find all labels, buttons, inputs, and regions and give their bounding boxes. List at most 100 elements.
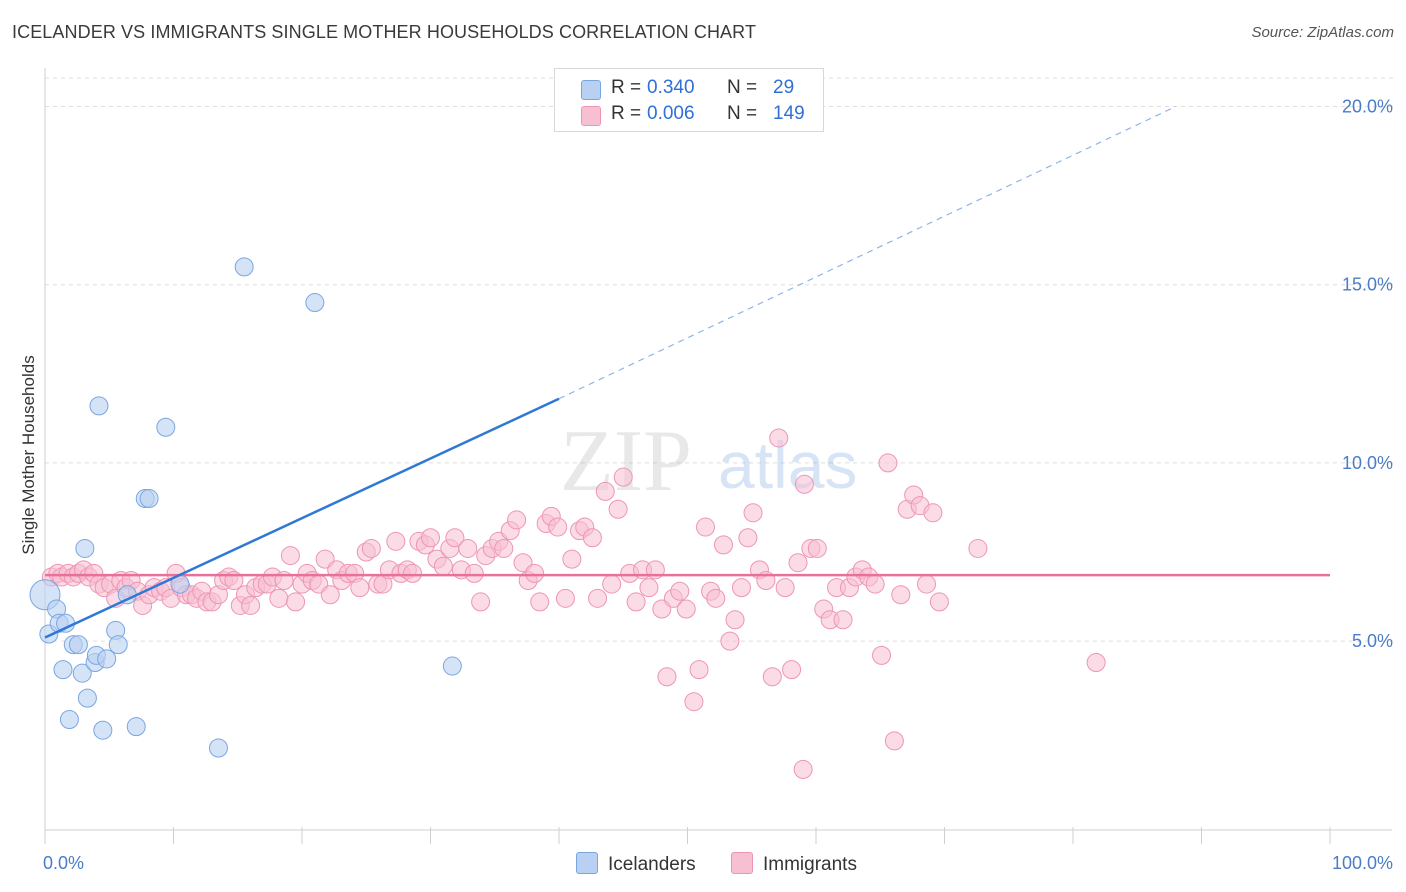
immigrant-point: [602, 574, 622, 594]
immigrant-point: [713, 535, 733, 555]
immigrant-point: [582, 528, 602, 548]
immigrant-point: [350, 578, 370, 598]
y-tick-label: 15.0%: [1342, 275, 1393, 295]
immigrant-point: [684, 692, 704, 712]
immigrant-point: [403, 563, 423, 583]
immigrant-point: [639, 578, 659, 598]
immigrant-point: [320, 585, 340, 605]
n-label: N =: [727, 77, 758, 98]
x-tick-label: 0.0%: [43, 853, 84, 873]
immigrant-point: [884, 731, 904, 751]
immigrant-point: [788, 553, 808, 573]
icelander-point: [89, 396, 109, 416]
legend-label-icelanders: Icelanders: [608, 854, 696, 875]
icelander-point: [77, 688, 97, 708]
immigrant-swatch: [731, 852, 753, 874]
immigrant-point: [613, 467, 633, 487]
icelander-swatch: [581, 80, 601, 100]
immigrant-point: [782, 660, 802, 680]
immigrant-point: [280, 546, 300, 566]
n-label: N =: [727, 103, 758, 124]
correlation-legend: R = 0.340 N = 29 R = 0.006 N = 149: [554, 68, 824, 132]
immigrant-point: [241, 595, 261, 615]
icelander-point: [93, 720, 113, 740]
immigrant-point: [562, 549, 582, 569]
y-tick-label: 20.0%: [1342, 97, 1393, 117]
icelander-point: [156, 417, 176, 437]
immigrant-point: [793, 759, 813, 779]
axis-ticks: 5.0% 10.0% 15.0% 20.0% 0.0% 100.0%: [43, 97, 1393, 873]
immigrant-point: [386, 531, 406, 551]
immigrant-point: [923, 503, 943, 523]
r-value: 0.006: [647, 103, 695, 124]
immigrant-point: [595, 481, 615, 501]
immigrant-point: [445, 528, 465, 548]
immigrant-point: [720, 631, 740, 651]
immigrant-point: [555, 588, 575, 608]
icelander-point: [59, 710, 79, 730]
immigrant-point: [608, 499, 628, 519]
icelander-trend-line: [44, 397, 560, 639]
legend-label-immigrants: Immigrants: [763, 854, 857, 875]
immigrant-point: [865, 574, 885, 594]
y-tick-label: 10.0%: [1342, 453, 1393, 473]
immigrant-point: [361, 538, 381, 558]
icelander-points: [29, 257, 462, 758]
n-value: 149: [773, 103, 805, 124]
x-tick-label: 100.0%: [1332, 853, 1393, 873]
icelander-point: [139, 489, 159, 509]
icelander-trend-extension: [558, 105, 1177, 400]
gridlines: [45, 77, 1395, 642]
immigrant-point: [286, 592, 306, 612]
icelander-point: [108, 635, 128, 655]
immigrant-point: [807, 538, 827, 558]
r-label: R =: [611, 77, 642, 98]
immigrant-swatch: [581, 106, 601, 126]
icelander-point: [234, 257, 254, 277]
icelander-point: [208, 738, 228, 758]
icelander-point: [97, 649, 117, 669]
immigrant-point: [917, 574, 937, 594]
r-label: R =: [611, 103, 642, 124]
immigrant-point: [743, 503, 763, 523]
icelander-point: [442, 656, 462, 676]
immigrant-point: [1086, 652, 1106, 672]
immigrant-point: [725, 610, 745, 630]
icelander-point: [75, 538, 95, 558]
immigrant-point: [731, 578, 751, 598]
r-value: 0.340: [647, 77, 695, 98]
watermark-zip: ZIP: [560, 413, 692, 510]
immigrant-point: [695, 517, 715, 537]
n-value: 29: [773, 77, 795, 98]
immigrant-point: [794, 474, 814, 494]
watermark: ZIP atlas: [560, 413, 857, 510]
immigrant-point: [464, 563, 484, 583]
immigrant-point: [968, 538, 988, 558]
legend-item-immigrants[interactable]: Immigrants: [731, 852, 857, 876]
immigrant-point: [471, 592, 491, 612]
immigrant-point: [833, 610, 853, 630]
immigrant-point: [525, 563, 545, 583]
immigrant-point: [878, 453, 898, 473]
y-tick-label: 5.0%: [1352, 631, 1393, 651]
icelander-point: [53, 660, 73, 680]
immigrant-point: [775, 578, 795, 598]
immigrant-point: [676, 599, 696, 619]
immigrant-points: [41, 428, 1106, 779]
icelander-point: [126, 717, 146, 737]
immigrant-point: [421, 528, 440, 548]
icelander-point: [68, 635, 88, 655]
immigrant-point: [769, 428, 789, 448]
immigrant-point: [433, 556, 453, 576]
trend-lines: [44, 105, 1330, 639]
legend-item-icelanders[interactable]: Icelanders: [576, 852, 696, 876]
immigrant-point: [458, 538, 478, 558]
source-label: Source: ZipAtlas.com: [1251, 24, 1394, 41]
immigrant-point: [929, 592, 949, 612]
immigrant-point: [706, 588, 726, 608]
immigrant-point: [269, 588, 289, 608]
immigrant-point: [738, 528, 758, 548]
chart-title: ICELANDER VS IMMIGRANTS SINGLE MOTHER HO…: [12, 22, 757, 42]
icelander-point: [305, 293, 325, 313]
icelander-swatch: [576, 852, 598, 874]
